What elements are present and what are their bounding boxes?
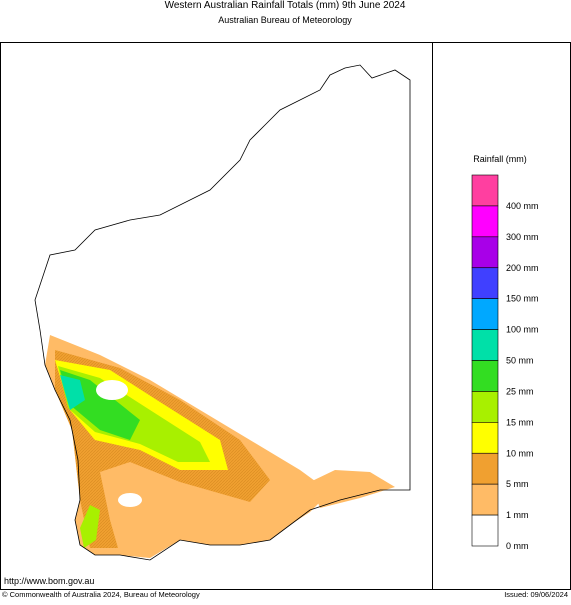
footer-issued: Issued: 09/06/2024 [504,590,568,599]
legend-label: 1 mm [506,510,529,520]
legend-swatch [471,236,499,269]
legend-swatch [471,329,499,361]
footer-copyright: © Commonwealth of Australia 2024, Bureau… [2,590,200,599]
legend-swatch [471,452,499,485]
legend-swatch [471,514,499,547]
rain-sw-green [80,505,100,548]
state-outline [34,64,411,561]
rain-50-100mm [60,375,85,410]
legend-label: 100 mm [506,325,539,335]
legend-swatch [471,174,499,207]
legend-title: Rainfall (mm) [473,154,527,164]
legend: 400 mm 300 mm 200 mm 150 mm 100 mm 50 mm 25 mm… [471,174,539,551]
subtitle: Australian Bureau of Meteorology [218,15,352,25]
legend-swatch [471,391,499,423]
legend-swatch [471,298,499,330]
legend-swatch [471,267,499,299]
legend-label: 200 mm [506,263,539,273]
dry-pocket [118,493,142,507]
footer-url: http://www.bom.gov.au [4,576,94,586]
legend-swatch [471,422,499,454]
legend-label: 50 mm [506,356,534,366]
legend-label: 5 mm [506,479,529,489]
map [34,64,411,561]
title: Western Australian Rainfall Totals (mm) … [165,0,406,11]
legend-label: 15 mm [506,417,534,427]
legend-label: 25 mm [506,386,534,396]
legend-label: 400 mm [506,201,539,211]
legend-label: 150 mm [506,294,539,304]
legend-swatch [471,483,499,516]
rain-1-5mm-east [310,470,395,508]
legend-label: 10 mm [506,448,534,458]
legend-label: 0 mm [506,541,529,551]
legend-label: 300 mm [506,232,539,242]
legend-swatch [471,360,499,392]
dry-pocket [96,380,128,400]
legend-swatch [471,205,499,238]
